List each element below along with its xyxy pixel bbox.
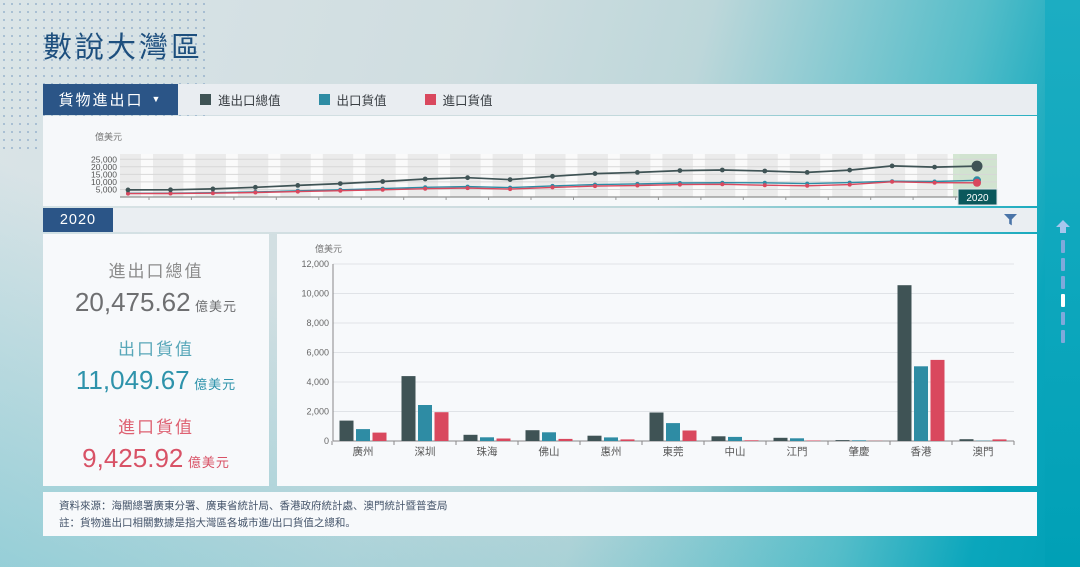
svg-text:深圳: 深圳 [415,446,436,458]
stat-block: 出口貨值 11,049.67 億美元 [43,338,269,403]
stat-label: 進口貨值 [118,418,194,437]
nav-dash-1[interactable] [1060,258,1065,271]
nav-dash-2[interactable] [1060,276,1065,289]
svg-text:15,000: 15,000 [91,169,117,179]
legend-label: 進口貨值 [442,94,493,108]
svg-text:江門: 江門 [787,446,808,458]
legend-strip: 進出口總值 出口貨值 進口貨值 [178,84,1037,115]
svg-text:8,000: 8,000 [306,318,329,328]
content-row: 進出口總值 20,475.62 億美元出口貨值 11,049.67 億美元進口貨值 9… [43,234,1037,486]
legend-item-1[interactable]: 出口貨值 [318,90,387,109]
svg-text:10,000: 10,000 [301,289,329,299]
page-nav-strip [1045,0,1080,567]
city-bar-chart[interactable]: 億美元 0 2,000 4,000 6,000 8,000 10,000 12,000 廣州 深圳… [277,234,1037,491]
svg-text:億美元: 億美元 [315,243,342,254]
stat-label: 進出口總值 [108,262,204,281]
legend-swatch-icon [318,94,330,105]
svg-text:5,000: 5,000 [96,185,118,195]
filter-bar: 2020 [43,208,1037,232]
nav-dash-4[interactable] [1060,312,1065,325]
svg-text:12,000: 12,000 [301,259,329,269]
svg-text:中山: 中山 [725,445,746,458]
stats-card: 進出口總值 20,475.62 億美元出口貨值 11,049.67 億美元進口貨值 9… [43,234,269,486]
svg-text:2020: 2020 [966,193,989,204]
stat-block: 進出口總值 20,475.62 億美元 [43,260,269,325]
stat-value: 20,475.62 億美元 [74,287,238,317]
footnotes-card: 資料來源：海關總署廣東分署、廣東省統計局、香港政府統計處、澳門統計暨普查局 註：… [43,492,1037,536]
svg-text:20,000: 20,000 [91,162,117,172]
svg-text:澳門: 澳門 [973,445,994,458]
stat-value: 11,049.67 億美元 [75,365,237,395]
svg-text:香港: 香港 [911,446,932,458]
toolbar: 貨物進出口 ▼ 進出口總值 出口貨值 進口貨值 [43,84,1037,115]
legend-swatch-icon [424,94,436,105]
svg-text:10,000: 10,000 [91,177,117,187]
definition-note: 註：貨物進出口相關數據是指大灣區各城市進/出口貨值之總和。 [59,517,356,529]
svg-text:6,000: 6,000 [306,348,329,358]
timeline-chart-card: 5,000 10,000 15,000 20,000 25,000 億美元 2020 [43,116,1037,206]
bar-chart-card: 億美元 0 2,000 4,000 6,000 8,000 10,000 12,000 廣州 深圳… [277,234,1037,486]
legend-item-0[interactable]: 進出口總值 [200,90,281,109]
selected-year-badge: 2020 [43,208,113,232]
topic-dropdown[interactable]: 貨物進出口 ▼ [43,84,178,115]
svg-text:25,000: 25,000 [91,154,117,164]
stat-block: 進口貨值 9,425.92 億美元 [43,416,269,481]
svg-text:佛山: 佛山 [539,445,560,458]
filter-funnel-icon[interactable] [1004,213,1017,227]
svg-text:4,000: 4,000 [306,377,329,387]
nav-dash-0[interactable] [1060,240,1065,253]
svg-text:東莞: 東莞 [663,445,684,458]
nav-dash-5[interactable] [1060,330,1065,343]
page-nav-dashes [1060,240,1065,348]
svg-text:0: 0 [324,436,329,446]
svg-text:廣州: 廣州 [353,445,374,458]
svg-text:惠州: 惠州 [601,445,622,458]
legend-item-2[interactable]: 進口貨值 [424,90,493,109]
timeline-year-selector-chart[interactable]: 5,000 10,000 15,000 20,000 25,000 億美元 2020 [43,116,1037,211]
svg-text:2,000: 2,000 [306,407,329,417]
data-source-note: 資料來源：海關總署廣東分署、廣東省統計局、香港政府統計處、澳門統計暨普查局 [59,500,448,512]
nav-dash-3[interactable] [1060,294,1065,307]
page-title: 數說大灣區 [43,32,204,64]
stat-label: 出口貨值 [118,340,194,359]
legend-label: 進出口總值 [218,94,281,108]
svg-text:肇慶: 肇慶 [849,445,870,458]
scroll-top-arrow-icon[interactable] [1055,220,1071,234]
topic-dropdown-label: 貨物進出口 [58,92,144,109]
stat-value: 9,425.92 億美元 [82,443,230,473]
legend-swatch-icon [200,94,211,105]
legend-label: 出口貨值 [336,94,387,108]
svg-text:億美元: 億美元 [95,131,122,142]
chevron-down-icon: ▼ [151,94,163,104]
svg-text:珠海: 珠海 [477,445,498,458]
